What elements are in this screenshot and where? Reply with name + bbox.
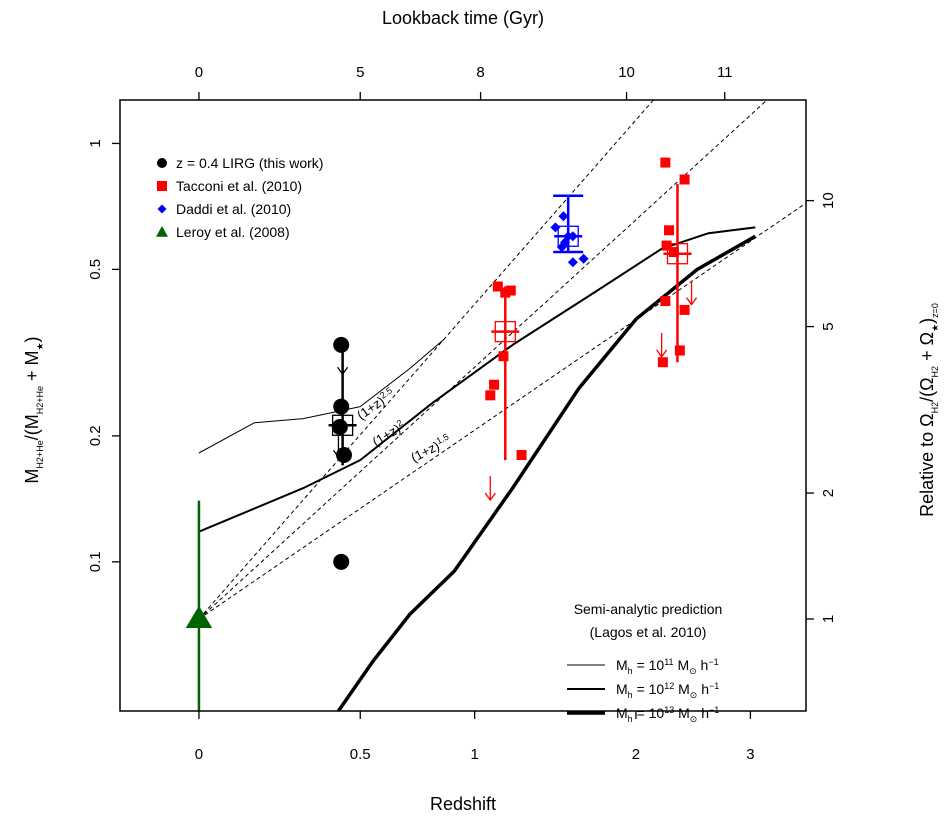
top-tick-label: 10 [618, 64, 635, 81]
tacconi-point [668, 247, 679, 258]
tacconi-point [516, 450, 527, 461]
right-tick-label: 5 [820, 322, 837, 330]
upper-limit-arrowhead [686, 297, 698, 306]
x-tick-label: 0.5 [350, 746, 371, 763]
y-tick-label: 1 [87, 139, 104, 147]
legend-label: Tacconi et al. (2010) [176, 178, 302, 194]
top-tick-label: 8 [476, 64, 484, 81]
model-legend: Semi-analytic prediction (Lagos et al. 20… [567, 601, 722, 724]
tacconi-point [498, 351, 509, 362]
lirg-point [333, 553, 350, 570]
x-tick-label: 0 [195, 746, 203, 763]
lirg-point [333, 336, 350, 353]
model-curve [198, 339, 445, 454]
legend-label: z = 0.4 LIRG (this work) [176, 155, 323, 171]
tacconi-point [489, 379, 500, 390]
right-tick-label: 2 [820, 489, 837, 497]
tacconi-point [660, 296, 671, 307]
top-tick-label: 0 [195, 64, 203, 81]
x-tick-label: 3 [746, 746, 754, 763]
tacconi-point [664, 225, 675, 236]
tacconi-point [505, 285, 516, 296]
model-legend-label: Mh = 1012 M⊙ h−1 [616, 681, 719, 700]
y-tick-label: 0.5 [87, 259, 104, 280]
daddi-point [550, 222, 561, 233]
svg-text:Relative to ΩH2/(ΩH2 + Ω★)z=0: Relative to ΩH2/(ΩH2 + Ω★)z=0 [917, 303, 940, 517]
tacconi-point [679, 174, 690, 185]
daddi-point [558, 211, 569, 222]
tacconi-point [492, 281, 503, 292]
daddi-point [556, 242, 567, 253]
upper-limit-arrowhead [656, 349, 668, 358]
model-legend-label: Mh = 1011 M⊙ h−1 [616, 657, 719, 676]
x-tick-label: 2 [632, 746, 640, 763]
legend-marker [157, 158, 167, 168]
x-tick-label: 1 [471, 746, 479, 763]
daddi-point [567, 231, 578, 242]
tacconi-point [500, 287, 511, 298]
legend-label: Leroy et al. (2008) [176, 224, 290, 240]
reference-line-label: (1+z)2 [369, 418, 407, 450]
leroy-point [185, 605, 213, 629]
right-tick-label: 1 [820, 615, 837, 623]
tacconi-point [679, 304, 690, 315]
legend-label: Daddi et al. (2010) [176, 201, 291, 217]
daddi-point [567, 257, 578, 268]
right-tick-label: 10 [820, 192, 837, 209]
model-legend-title: Semi-analytic prediction [574, 601, 723, 617]
tacconi-point [661, 240, 672, 251]
top-tick-label: 5 [356, 64, 364, 81]
y-tick-label: 0.1 [87, 551, 104, 572]
model-legend-label: Mh = 1013 M⊙ h−1 [616, 705, 719, 724]
lirg-point [331, 419, 348, 436]
reference-line [198, 100, 768, 620]
svg-text:MH2+He/(MH2+He + M★): MH2+He/(MH2+He + M★) [22, 336, 45, 483]
legend-marker [157, 204, 167, 214]
right-axis-title: Relative to ΩH2/(ΩH2 + Ω★)z=0 [917, 303, 940, 517]
tacconi-point [657, 357, 668, 368]
x-axis-title: Redshift [430, 794, 496, 814]
tacconi-point [660, 157, 671, 168]
lirg-point [333, 398, 350, 415]
daddi-point [578, 253, 589, 264]
plot-frame [119, 99, 807, 712]
model-legend-subtitle: (Lagos et al. 2010) [590, 624, 707, 640]
model-curve [198, 226, 756, 533]
upper-limit-arrowhead [337, 366, 349, 376]
top-tick-label: 11 [717, 64, 733, 81]
legend-marker [157, 181, 167, 191]
top-axis-title: Lookback time (Gyr) [382, 8, 544, 28]
tacconi-point [674, 345, 685, 356]
legend: z = 0.4 LIRG (this work) Tacconi et al. (… [156, 155, 323, 240]
reference-line [198, 202, 806, 620]
lirg-point [335, 447, 352, 464]
legend-marker [156, 226, 168, 237]
upper-limit-arrowhead [484, 492, 496, 502]
reference-line [198, 100, 655, 620]
tacconi-point [485, 390, 496, 401]
y-axis-title: MH2+He/(MH2+He + M★) [22, 336, 45, 483]
upper-limit-arrowhead [332, 449, 344, 459]
y-tick-label: 0.2 [87, 425, 104, 446]
